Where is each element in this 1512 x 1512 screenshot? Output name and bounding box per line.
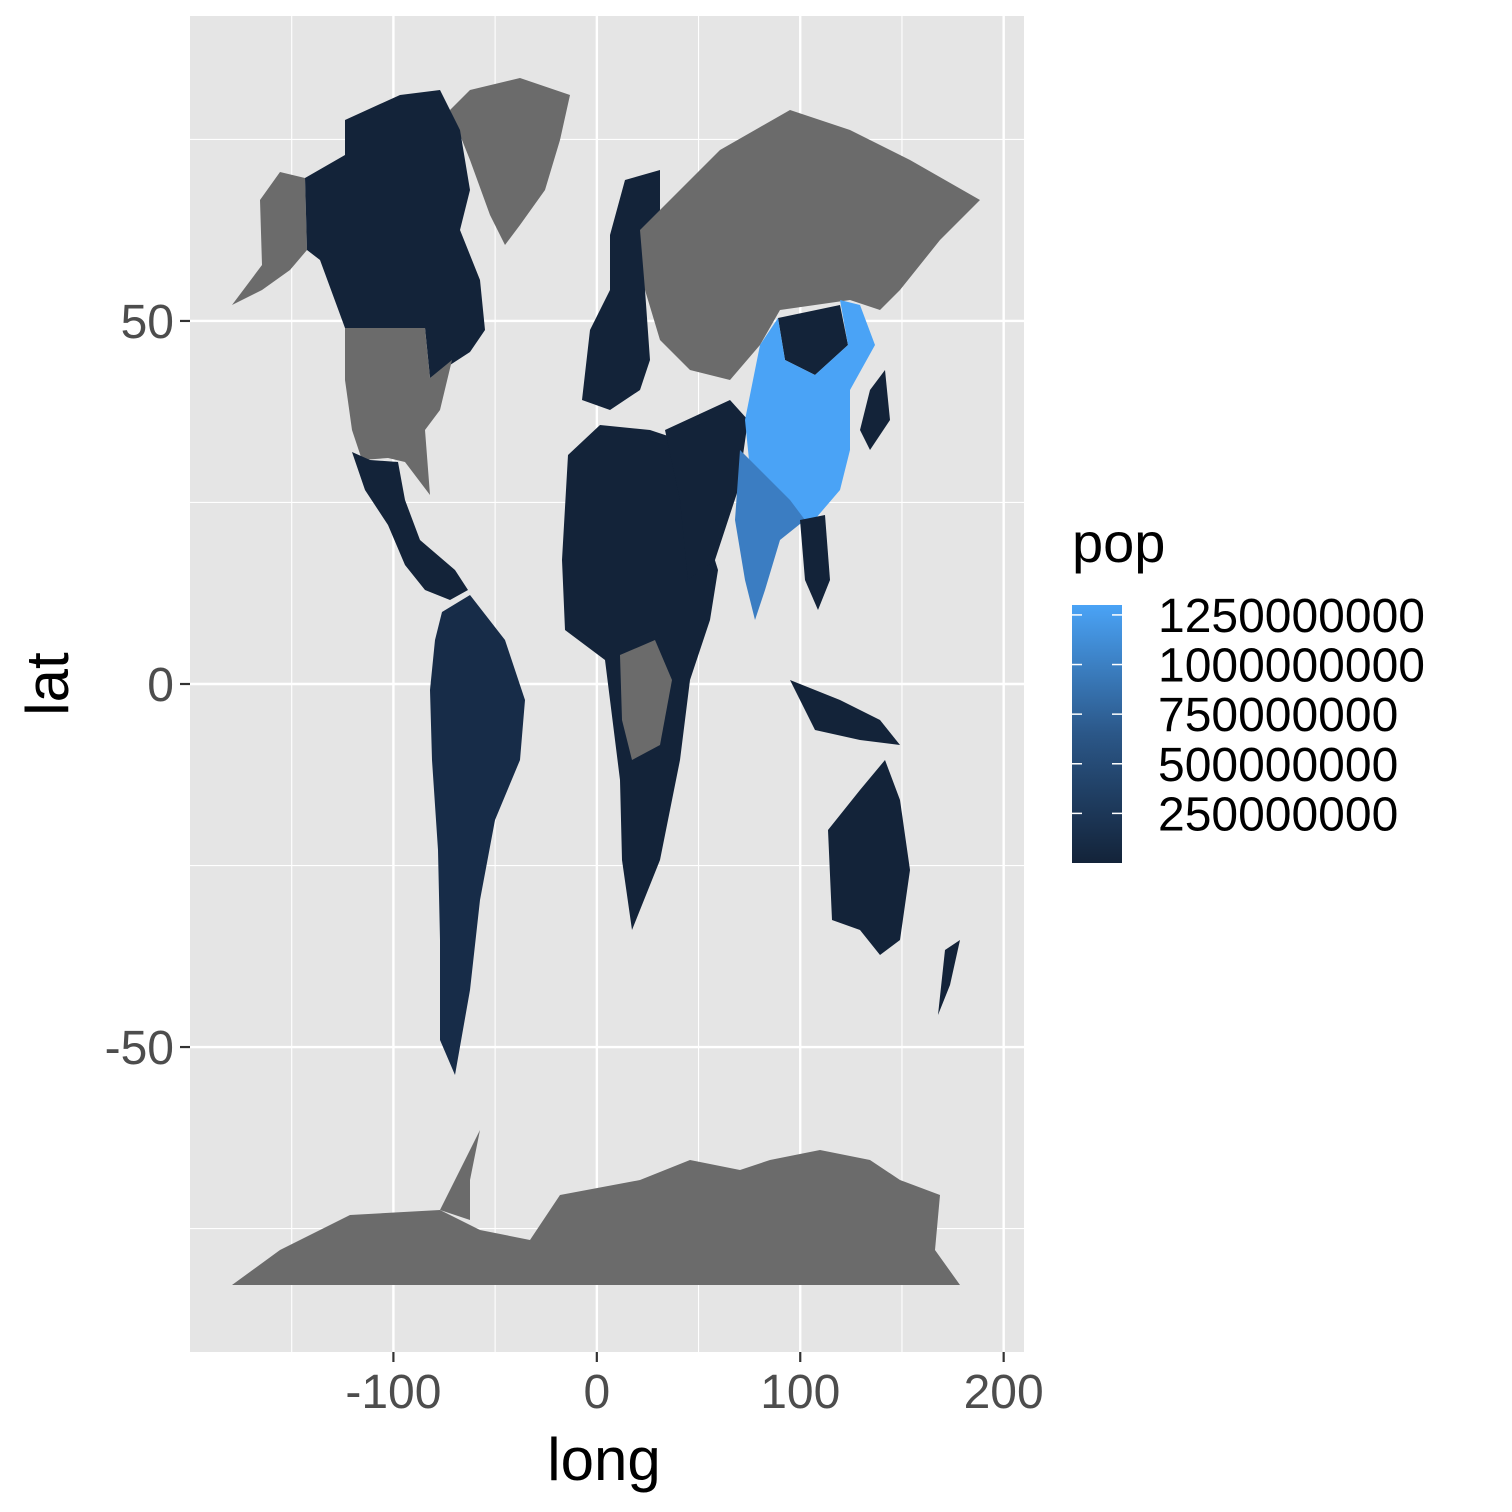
legend-break-label: 1000000000 — [1158, 640, 1425, 693]
usa-region — [345, 328, 452, 495]
x-axis-title: long — [547, 1426, 660, 1493]
x-tick-label: 100 — [760, 1366, 840, 1419]
south-america-region — [430, 595, 525, 1075]
y-axis-title: lat — [14, 652, 81, 716]
new-zealand-region — [938, 940, 960, 1015]
y-tick-label: 50 — [121, 296, 174, 349]
legend-breaks: 2500000005000000007500000001000000000125… — [1072, 590, 1425, 841]
indonesia-region — [790, 680, 900, 745]
legend-break-label: 750000000 — [1158, 689, 1398, 742]
y-tick-label: -50 — [105, 1022, 174, 1075]
mongolia-region — [778, 305, 848, 375]
legend-break-label: 1250000000 — [1158, 590, 1425, 643]
russia-region — [640, 110, 980, 380]
world-map-polygons — [232, 78, 980, 1285]
y-tick-label: 0 — [147, 659, 174, 712]
legend-break-label: 500000000 — [1158, 739, 1398, 792]
antarctic-peninsula-region — [440, 1130, 480, 1220]
antarctica-region — [232, 1150, 960, 1285]
x-tick-label: -100 — [345, 1366, 441, 1419]
legend-colorbar — [1072, 605, 1122, 863]
legend: pop 250000000500000000750000000100000000… — [1072, 511, 1425, 863]
china-region — [745, 300, 875, 525]
africa-na-region — [620, 640, 672, 760]
australia-region — [828, 760, 910, 955]
x-axis: -100 0 100 200 — [345, 1352, 1044, 1419]
middle-east-region — [665, 400, 748, 580]
legend-title: pop — [1072, 511, 1165, 574]
mexico-central-america-region — [352, 452, 468, 600]
legend-break-label: 250000000 — [1158, 788, 1398, 841]
canada-region — [305, 90, 485, 378]
southeast-asia-region — [800, 515, 830, 610]
x-tick-label: 200 — [964, 1366, 1044, 1419]
alaska-region — [232, 172, 307, 305]
y-axis: 50 0 -50 — [105, 296, 190, 1075]
greenland-region — [450, 78, 570, 245]
japan-region — [860, 370, 890, 450]
x-tick-label: 0 — [583, 1366, 610, 1419]
india-region — [735, 450, 805, 620]
